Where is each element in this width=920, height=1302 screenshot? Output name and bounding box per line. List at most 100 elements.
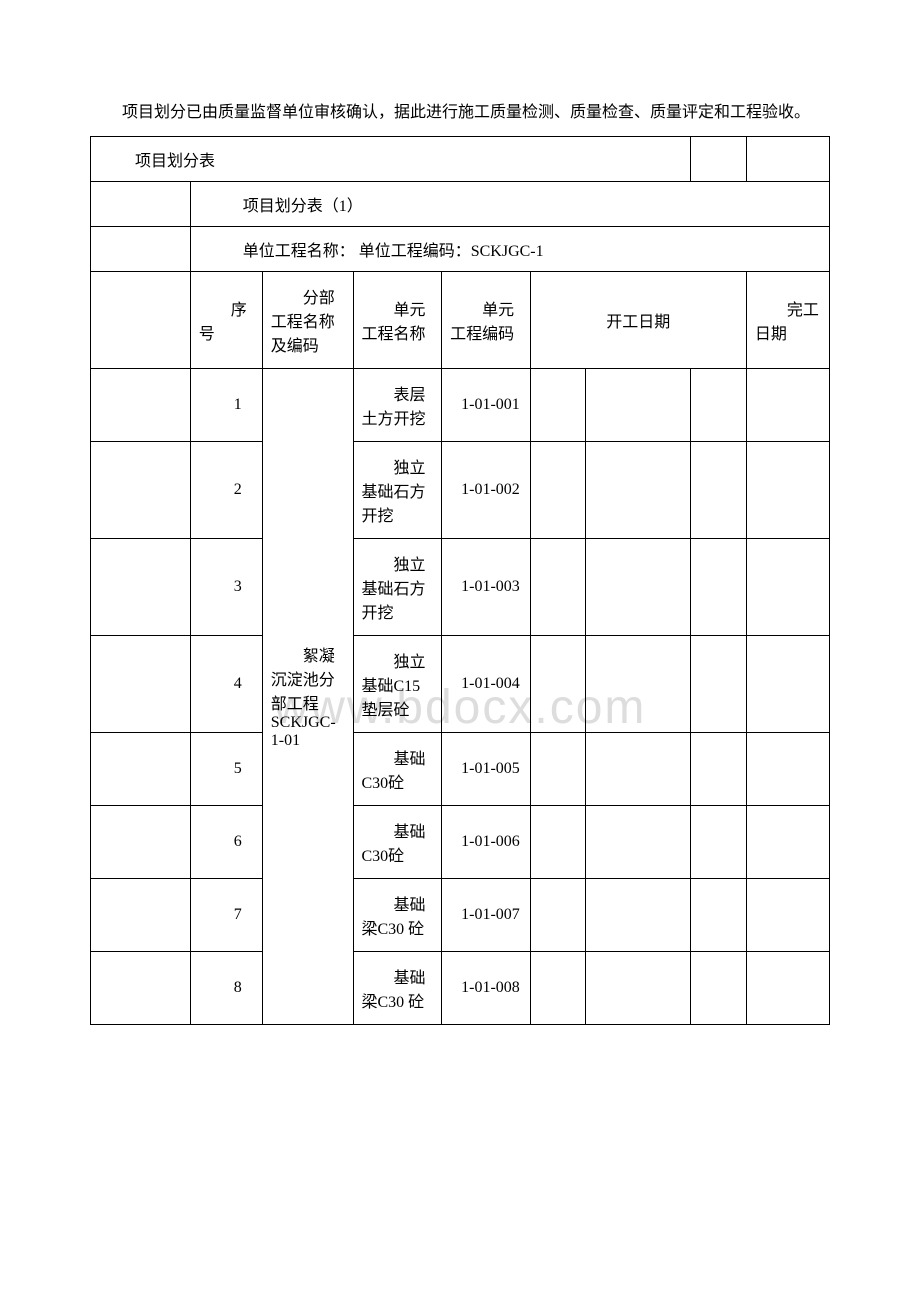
header-startdate: 开工日期 — [530, 271, 746, 368]
row-start1 — [530, 538, 585, 635]
info-empty-cell — [91, 226, 191, 271]
row-empty — [91, 878, 191, 951]
row-seq: 5 — [190, 732, 262, 805]
row-unitname-text: 基础梁C30 砼 — [362, 891, 434, 939]
row-start2 — [586, 441, 691, 538]
row-start2 — [586, 805, 691, 878]
row-start3 — [691, 368, 746, 441]
table-container: 项目划分表 项目划分表（1） 单位工程名称： 单位工程编码：SCKJGC-1 序… — [90, 136, 830, 1025]
unit-info-cell: 单位工程名称： 单位工程编码：SCKJGC-1 — [190, 226, 829, 271]
row-seq: 4 — [190, 635, 262, 732]
subtitle-text: 项目划分表（1） — [211, 192, 817, 216]
row-start3 — [691, 878, 746, 951]
subtitle-row: 项目划分表（1） — [91, 181, 830, 226]
table-row: 5 基础 C30砼 1-01-005 — [91, 732, 830, 805]
row-unitname-text: 独立基础石方开挖 — [362, 454, 434, 526]
header-enddate-text: 完工日期 — [755, 296, 821, 344]
row-empty — [91, 951, 191, 1024]
project-division-table: 项目划分表 项目划分表（1） 单位工程名称： 单位工程编码：SCKJGC-1 序… — [90, 136, 830, 1025]
header-enddate: 完工日期 — [746, 271, 829, 368]
row-start3 — [691, 805, 746, 878]
title-empty-cell-1 — [691, 136, 746, 181]
unit-info-text: 单位工程名称： 单位工程编码：SCKJGC-1 — [211, 237, 817, 261]
header-unitcode-text: 单元工程编码 — [450, 296, 522, 344]
row-empty — [91, 538, 191, 635]
table-row: 7 基础梁C30 砼 1-01-007 — [91, 878, 830, 951]
row-unitname: 独立基础石方开挖 — [353, 441, 442, 538]
row-unitname: 独立基础C15 垫层砼 — [353, 635, 442, 732]
table-row: 4 独立基础C15 垫层砼 1-01-004 — [91, 635, 830, 732]
row-empty — [91, 805, 191, 878]
table-title-row: 项目划分表 — [91, 136, 830, 181]
row-start2 — [586, 878, 691, 951]
row-unitname-text: 基础 C30砼 — [362, 745, 434, 793]
row-end — [746, 951, 829, 1024]
row-start3 — [691, 441, 746, 538]
row-unitname-text: 独立基础石方开挖 — [362, 551, 434, 623]
header-dept: 分部工程名称及编码 — [262, 271, 353, 368]
row-unitname-text: 基础 C30砼 — [362, 818, 434, 866]
row-start3 — [691, 951, 746, 1024]
row-unitcode: 1-01-001 — [442, 368, 531, 441]
table-row: 6 基础 C30砼 1-01-006 — [91, 805, 830, 878]
row-end — [746, 538, 829, 635]
row-start2 — [586, 732, 691, 805]
row-unitcode: 1-01-005 — [442, 732, 531, 805]
row-seq: 3 — [190, 538, 262, 635]
row-unitcode: 1-01-007 — [442, 878, 531, 951]
header-seq: 序号 — [190, 271, 262, 368]
row-unitname: 独立基础石方开挖 — [353, 538, 442, 635]
row-start1 — [530, 878, 585, 951]
row-unitname-text: 基础梁C30 砼 — [362, 964, 434, 1012]
table-title-cell: 项目划分表 — [91, 136, 691, 181]
row-start1 — [530, 732, 585, 805]
row-unitcode: 1-01-002 — [442, 441, 531, 538]
title-empty-cell-2 — [746, 136, 829, 181]
row-start3 — [691, 732, 746, 805]
row-seq: 7 — [190, 878, 262, 951]
row-end — [746, 805, 829, 878]
row-unitname-text: 表层土方开挖 — [362, 381, 434, 429]
header-row: 序号 分部工程名称及编码 单元工程名称 单元工程编码 开工日期 完工日期 — [91, 271, 830, 368]
row-end — [746, 441, 829, 538]
row-start1 — [530, 635, 585, 732]
row-start1 — [530, 368, 585, 441]
row-start3 — [691, 538, 746, 635]
row-start1 — [530, 805, 585, 878]
row-unitname: 基础梁C30 砼 — [353, 878, 442, 951]
row-unitcode: 1-01-008 — [442, 951, 531, 1024]
row-start2 — [586, 635, 691, 732]
row-unitcode: 1-01-004 — [442, 635, 531, 732]
table-row: 1 絮凝沉淀池分部工程SCKJGC-1-01 表层土方开挖 1-01-001 — [91, 368, 830, 441]
row-empty — [91, 635, 191, 732]
row-unitcode: 1-01-006 — [442, 805, 531, 878]
row-unitcode: 1-01-003 — [442, 538, 531, 635]
row-empty — [91, 732, 191, 805]
dept-cell: 絮凝沉淀池分部工程SCKJGC-1-01 — [262, 368, 353, 1024]
row-unitname: 基础梁C30 砼 — [353, 951, 442, 1024]
row-unitname: 表层土方开挖 — [353, 368, 442, 441]
unit-info-row: 单位工程名称： 单位工程编码：SCKJGC-1 — [91, 226, 830, 271]
table-title-text: 项目划分表 — [103, 147, 678, 171]
table-row: 2 独立基础石方开挖 1-01-002 — [91, 441, 830, 538]
row-empty — [91, 368, 191, 441]
row-end — [746, 878, 829, 951]
row-seq: 1 — [190, 368, 262, 441]
row-unitname: 基础 C30砼 — [353, 805, 442, 878]
header-unitcode: 单元工程编码 — [442, 271, 531, 368]
row-unitname: 基础 C30砼 — [353, 732, 442, 805]
row-seq: 6 — [190, 805, 262, 878]
row-start2 — [586, 951, 691, 1024]
row-start3 — [691, 635, 746, 732]
row-end — [746, 368, 829, 441]
header-unitname-text: 单元工程名称 — [362, 296, 434, 344]
subtitle-cell: 项目划分表（1） — [190, 181, 829, 226]
row-start2 — [586, 538, 691, 635]
row-start1 — [530, 951, 585, 1024]
row-end — [746, 732, 829, 805]
row-empty — [91, 441, 191, 538]
row-seq: 8 — [190, 951, 262, 1024]
header-seq-text: 序号 — [199, 296, 254, 344]
row-start1 — [530, 441, 585, 538]
table-row: 3 独立基础石方开挖 1-01-003 — [91, 538, 830, 635]
